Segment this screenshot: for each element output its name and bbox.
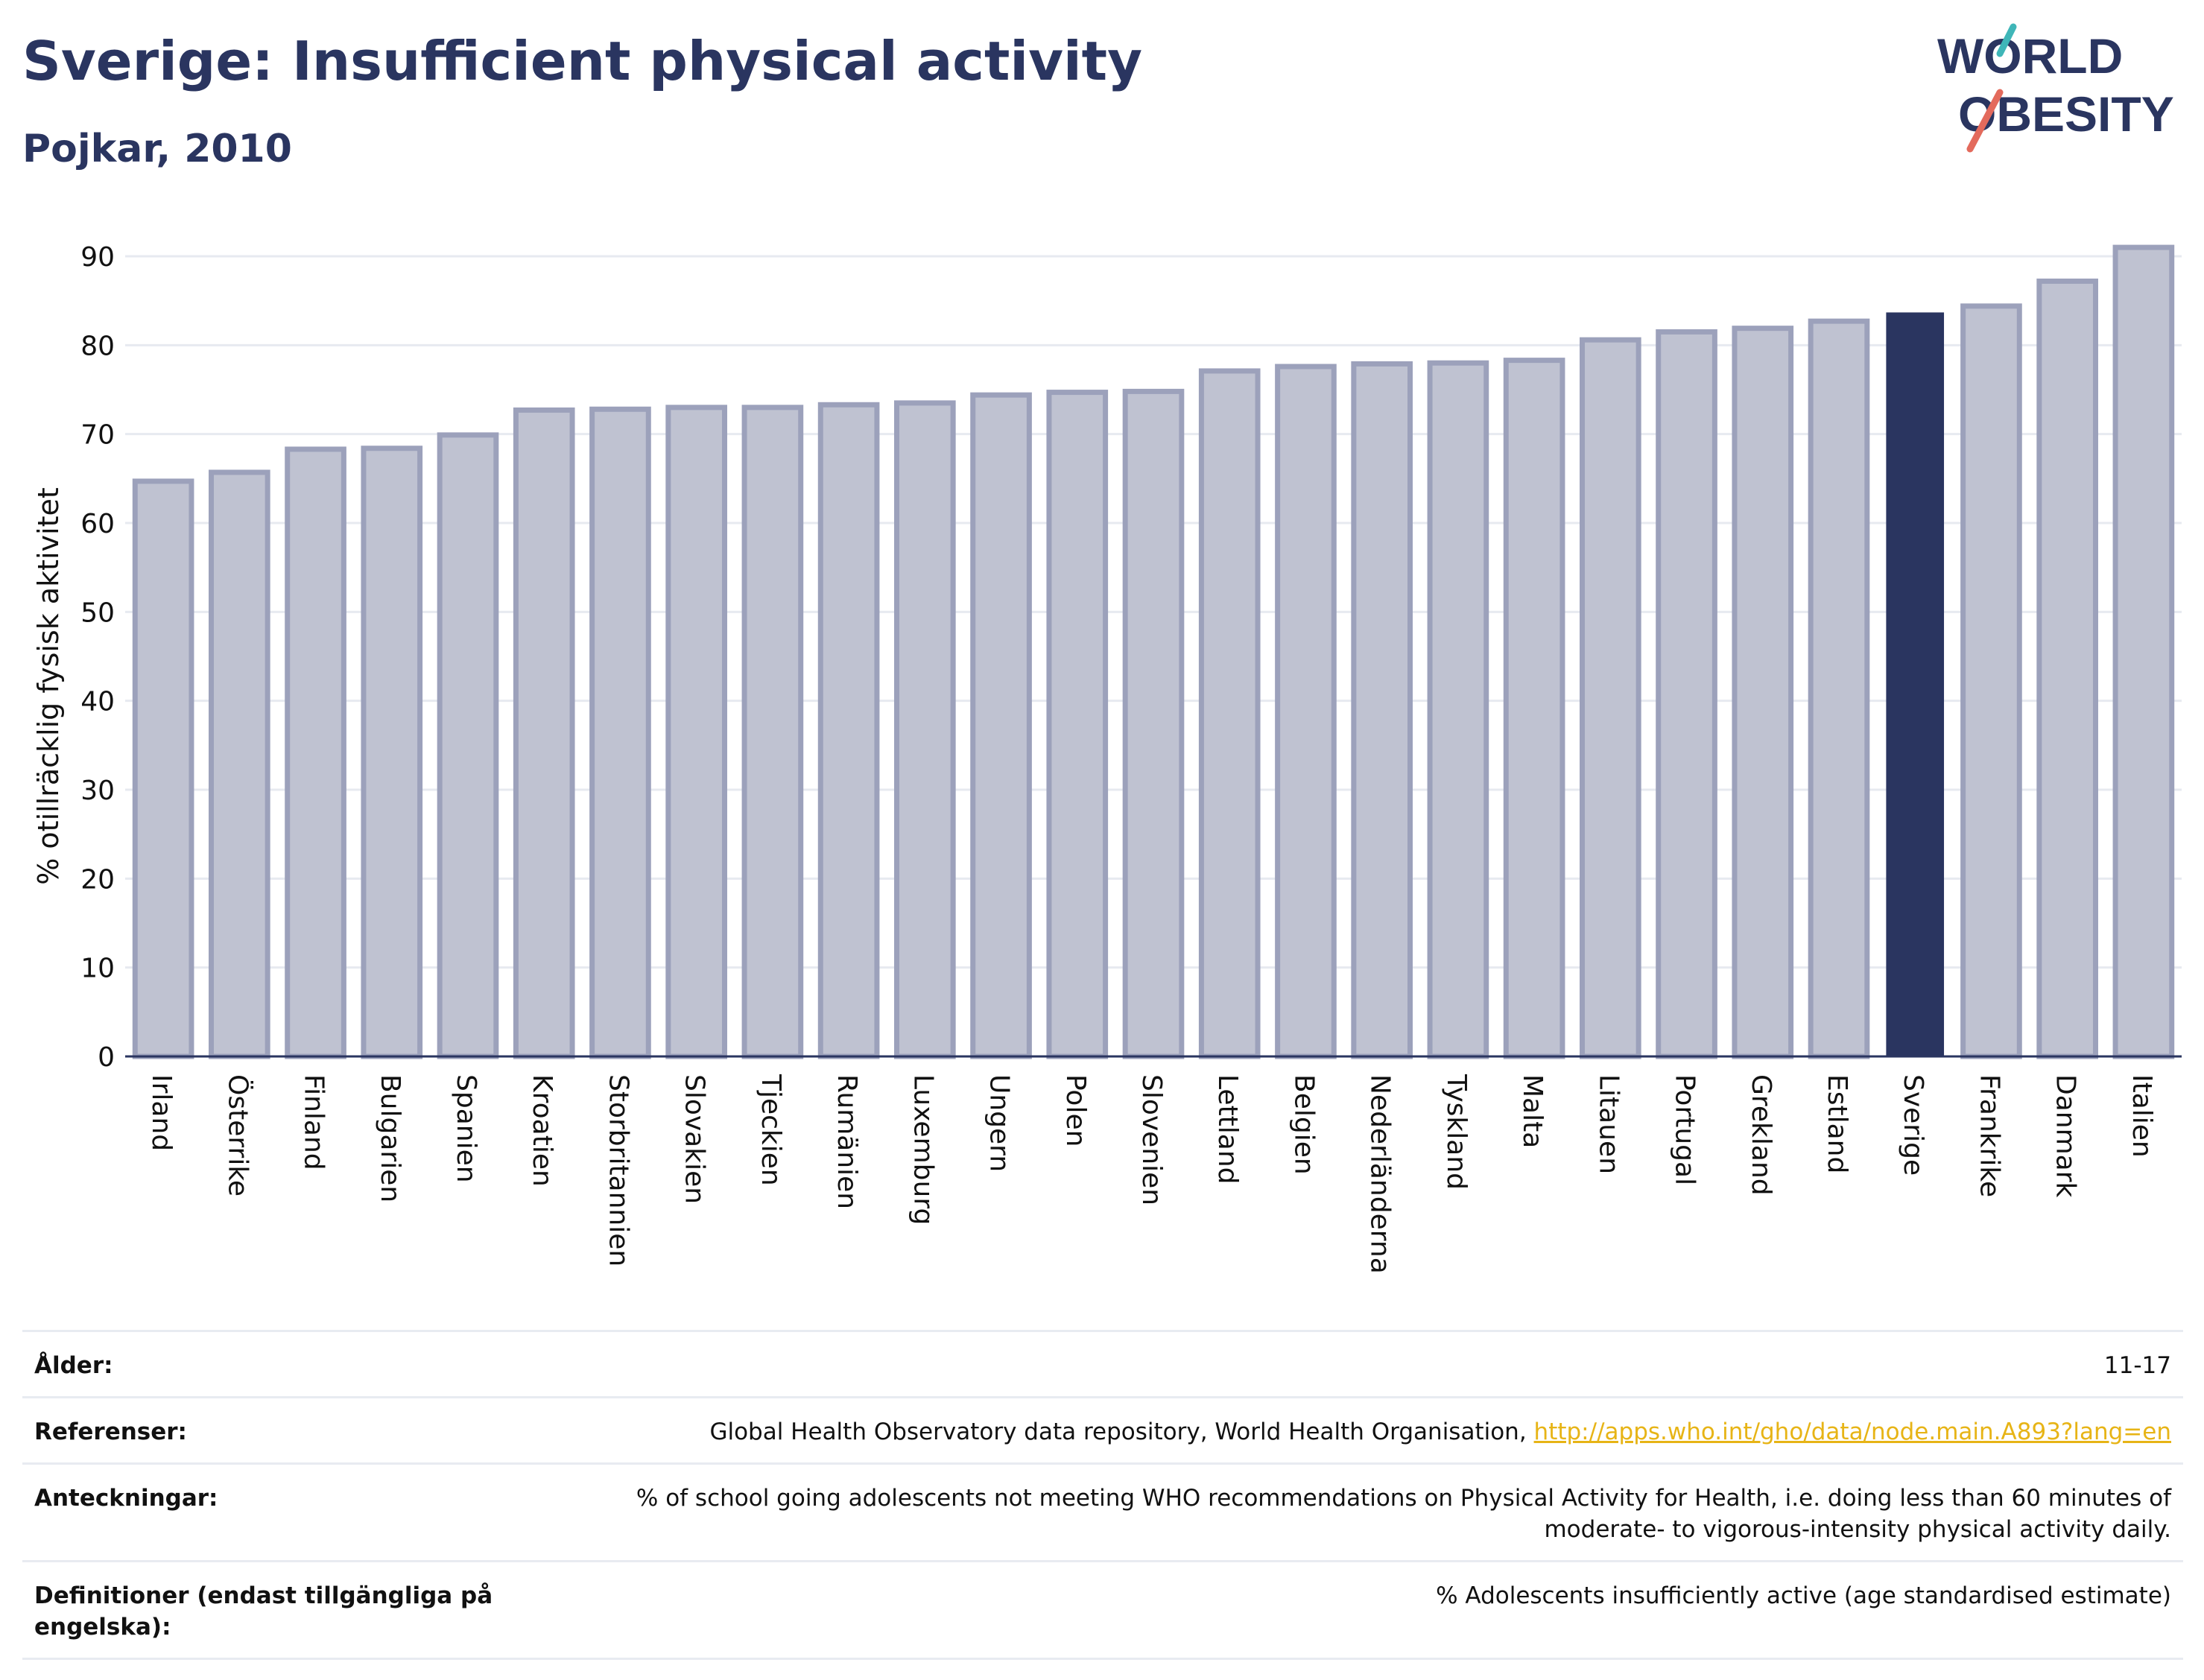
info-row-references: Referenser: Global Health Observatory da… [22, 1396, 2183, 1464]
y-tick-label: 60 [80, 509, 115, 539]
bar [1732, 326, 1794, 1059]
info-label-notes: Anteckningar: [22, 1462, 508, 1562]
x-tick-label: Nederländerna [1365, 1074, 1396, 1274]
bar [1580, 337, 1641, 1059]
bar [589, 406, 651, 1059]
bar [285, 446, 346, 1059]
references-link[interactable]: http://apps.who.int/gho/data/node.main.A… [1533, 1419, 2171, 1445]
bar [209, 469, 270, 1059]
y-tick-label: 10 [80, 954, 115, 984]
bar [1351, 361, 1413, 1059]
x-tick-label: Spanien [451, 1074, 481, 1183]
info-value-references: Global Health Observatory data repositor… [508, 1396, 2183, 1464]
x-tick-label: Belgien [1288, 1074, 1319, 1175]
x-tick-label: Slovakien [680, 1074, 710, 1204]
bar [1656, 329, 1717, 1059]
y-tick-label: 20 [80, 864, 115, 895]
bar [1960, 303, 2022, 1059]
y-tick-label: 70 [80, 420, 115, 451]
x-tick-label: Tyskland [1441, 1074, 1472, 1190]
x-tick-label: Ungern [984, 1074, 1015, 1172]
x-tick-label: Rumänien [832, 1074, 862, 1209]
bar-chart: 0 10 20 30 40 50 60 70 80 90 Irland Österrike Finla… [32, 242, 2182, 1274]
x-tick-label: Danmark [2051, 1074, 2081, 1198]
logo-text-line1: WORLD [1937, 28, 2123, 83]
info-table: Ålder: 11-17 Referenser: Global Health O… [22, 1330, 2183, 1660]
y-tick-label: 40 [80, 687, 115, 717]
y-tick-label: 80 [80, 331, 115, 361]
info-row-age: Ålder: 11-17 [22, 1330, 2183, 1398]
bar [513, 407, 575, 1059]
x-tick-label: Frankrike [1974, 1074, 2004, 1197]
info-label-definitions: Definitioner (endast tillgängliga på eng… [22, 1560, 508, 1660]
bar [2112, 244, 2175, 1059]
chart-title: Sverige: Insufficient physical activity [22, 30, 1143, 92]
logo-slash-red [1966, 89, 2004, 153]
bar [361, 446, 423, 1059]
bar [437, 432, 499, 1059]
bar [1808, 318, 1870, 1059]
info-row-definitions: Definitioner (endast tillgängliga på eng… [22, 1560, 2183, 1660]
bar [132, 478, 194, 1059]
y-tick-label: 0 [98, 1042, 115, 1073]
bar [2036, 278, 2098, 1059]
x-tick-label: Lettland [1212, 1074, 1243, 1185]
bar [817, 402, 880, 1059]
info-row-notes: Anteckningar: % of school going adolesce… [22, 1462, 2183, 1562]
x-tick-label: Bulgarien [375, 1074, 405, 1202]
bar [1046, 390, 1109, 1059]
x-tick-label: Malta [1517, 1074, 1548, 1148]
y-tick-label: 30 [80, 776, 115, 806]
logo-slash-teal [1996, 23, 2017, 57]
x-tick-label: Storbritannien [603, 1074, 633, 1267]
x-tick-label: Luxemburg [908, 1074, 938, 1225]
bar [1198, 368, 1261, 1059]
bar [1886, 312, 1945, 1057]
x-tick-label: Finland [299, 1074, 329, 1170]
x-tick-label: Tjeckien [756, 1074, 786, 1186]
y-tick-label: 90 [80, 242, 115, 273]
x-tick-label: Polen [1060, 1074, 1091, 1147]
x-tick-label: Portugal [1670, 1074, 1700, 1185]
bar [970, 392, 1032, 1059]
y-axis-ticks: 0 10 20 30 40 50 60 70 80 90 [80, 242, 115, 1073]
bar [1275, 364, 1337, 1059]
x-axis-labels: Irland Österrike Finland Bulgarien Spanien Kr… [146, 1074, 2157, 1274]
bar [741, 405, 804, 1059]
bar [1503, 358, 1565, 1059]
x-tick-label: Österrike [222, 1074, 253, 1196]
bar [894, 400, 956, 1059]
world-obesity-logo: WORLD OBESITY [1937, 23, 2174, 153]
y-axis-label: % otillräcklig fysisk aktivitet [32, 487, 65, 885]
info-label-age: Ålder: [22, 1330, 508, 1398]
info-label-references: Referenser: [22, 1396, 508, 1464]
logo-text-line2: OBESITY [1958, 86, 2174, 142]
bars [132, 244, 2175, 1059]
bar [665, 405, 727, 1059]
x-tick-label: Kroatien [527, 1074, 557, 1187]
bar [1427, 360, 1489, 1059]
bar [1122, 388, 1185, 1059]
x-tick-label: Grekland [1746, 1074, 1776, 1196]
info-value-age: 11-17 [508, 1330, 2183, 1398]
x-tick-label: Irland [146, 1074, 177, 1151]
info-value-notes: % of school going adolescents not meetin… [508, 1462, 2183, 1562]
x-tick-label: Estland [1822, 1074, 1852, 1173]
y-tick-label: 50 [80, 597, 115, 628]
x-tick-label: Italien [2127, 1074, 2157, 1158]
references-text: Global Health Observatory data repositor… [709, 1419, 1534, 1445]
x-tick-label: Slovenien [1136, 1074, 1167, 1205]
x-tick-label: Litauen [1593, 1074, 1624, 1174]
x-tick-label: Sverige [1898, 1074, 1928, 1176]
info-value-definitions: % Adolescents insufficiently active (age… [508, 1560, 2183, 1660]
chart-subtitle: Pojkar, 2010 [22, 127, 292, 171]
